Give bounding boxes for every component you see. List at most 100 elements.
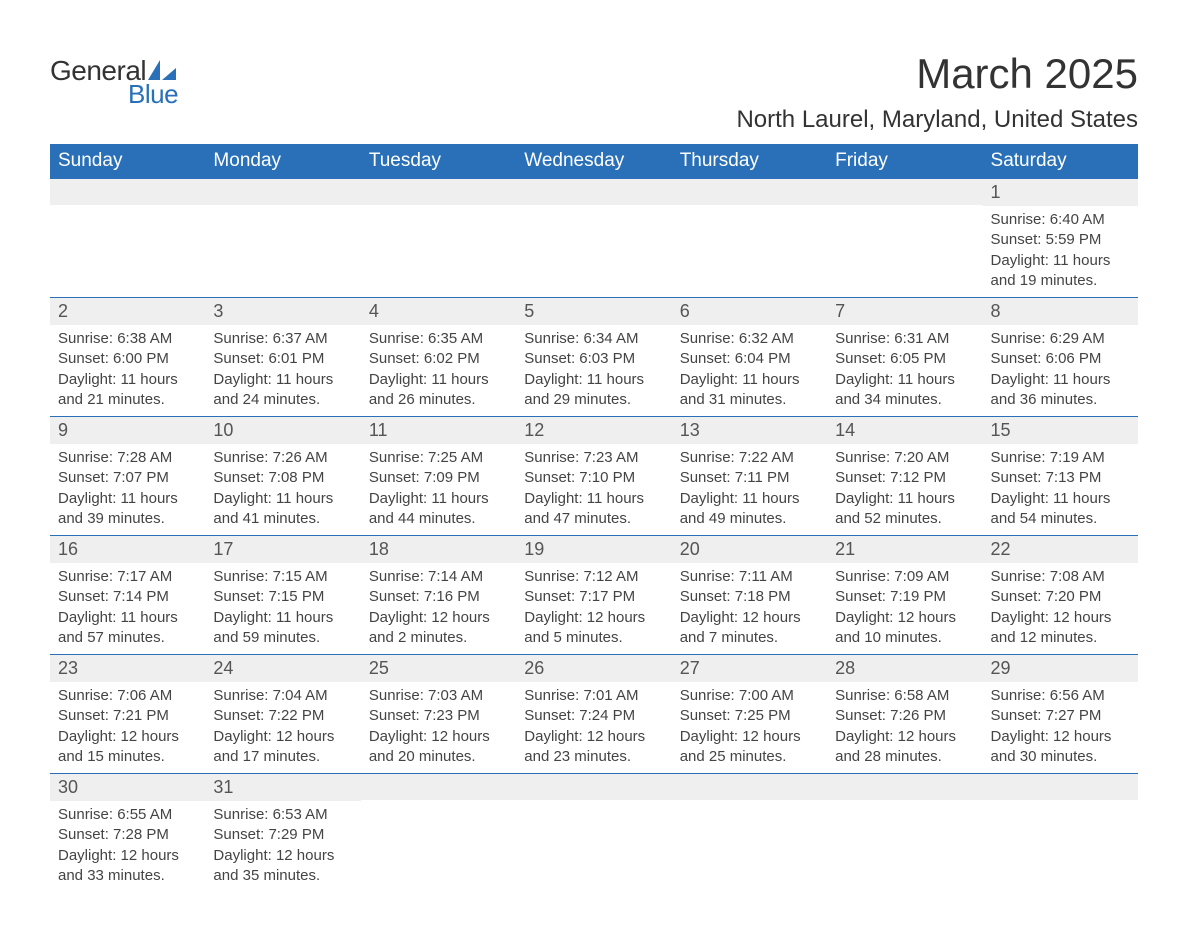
sunset-text: Sunset: 6:05 PM (835, 349, 974, 369)
calendar-cell: 30Sunrise: 6:55 AMSunset: 7:28 PMDayligh… (50, 774, 205, 893)
calendar-cell (827, 774, 982, 893)
sunrise-text: Sunrise: 7:23 AM (524, 448, 663, 468)
day-number: 23 (50, 655, 205, 682)
day-number: 21 (827, 536, 982, 563)
daylight-text: Daylight: 12 hours and 2 minutes. (369, 608, 508, 649)
calendar-cell: 3Sunrise: 6:37 AMSunset: 6:01 PMDaylight… (205, 298, 360, 417)
day-content: Sunrise: 7:12 AMSunset: 7:17 PMDaylight:… (516, 563, 671, 654)
daylight-text: Daylight: 12 hours and 30 minutes. (991, 727, 1130, 768)
day-content: Sunrise: 6:56 AMSunset: 7:27 PMDaylight:… (983, 682, 1138, 773)
weekday-header: Thursday (672, 144, 827, 179)
day-content: Sunrise: 7:20 AMSunset: 7:12 PMDaylight:… (827, 444, 982, 535)
calendar-cell: 17Sunrise: 7:15 AMSunset: 7:15 PMDayligh… (205, 536, 360, 655)
sunrise-text: Sunrise: 7:25 AM (369, 448, 508, 468)
calendar-cell: 9Sunrise: 7:28 AMSunset: 7:07 PMDaylight… (50, 417, 205, 536)
sunrise-text: Sunrise: 6:37 AM (213, 329, 352, 349)
sunset-text: Sunset: 6:00 PM (58, 349, 197, 369)
day-content: Sunrise: 7:03 AMSunset: 7:23 PMDaylight:… (361, 682, 516, 773)
sunrise-text: Sunrise: 6:31 AM (835, 329, 974, 349)
day-content: Sunrise: 7:25 AMSunset: 7:09 PMDaylight:… (361, 444, 516, 535)
empty-day-num (983, 774, 1138, 800)
sunrise-text: Sunrise: 7:01 AM (524, 686, 663, 706)
day-content: Sunrise: 6:53 AMSunset: 7:29 PMDaylight:… (205, 801, 360, 892)
calendar-cell: 18Sunrise: 7:14 AMSunset: 7:16 PMDayligh… (361, 536, 516, 655)
day-number: 29 (983, 655, 1138, 682)
calendar-cell: 19Sunrise: 7:12 AMSunset: 7:17 PMDayligh… (516, 536, 671, 655)
empty-day-num (361, 179, 516, 205)
calendar-cell (361, 774, 516, 893)
sunset-text: Sunset: 7:18 PM (680, 587, 819, 607)
daylight-text: Daylight: 12 hours and 23 minutes. (524, 727, 663, 768)
calendar-cell: 5Sunrise: 6:34 AMSunset: 6:03 PMDaylight… (516, 298, 671, 417)
calendar-cell (672, 179, 827, 298)
empty-day-num (672, 774, 827, 800)
daylight-text: Daylight: 11 hours and 54 minutes. (991, 489, 1130, 530)
sunset-text: Sunset: 7:21 PM (58, 706, 197, 726)
day-number: 8 (983, 298, 1138, 325)
day-number: 27 (672, 655, 827, 682)
sunrise-text: Sunrise: 7:00 AM (680, 686, 819, 706)
day-content: Sunrise: 6:37 AMSunset: 6:01 PMDaylight:… (205, 325, 360, 416)
day-content: Sunrise: 6:29 AMSunset: 6:06 PMDaylight:… (983, 325, 1138, 416)
day-number: 5 (516, 298, 671, 325)
daylight-text: Daylight: 12 hours and 12 minutes. (991, 608, 1130, 649)
calendar-cell: 25Sunrise: 7:03 AMSunset: 7:23 PMDayligh… (361, 655, 516, 774)
day-number: 18 (361, 536, 516, 563)
day-number: 17 (205, 536, 360, 563)
sunset-text: Sunset: 7:23 PM (369, 706, 508, 726)
calendar-cell: 1Sunrise: 6:40 AMSunset: 5:59 PMDaylight… (983, 179, 1138, 298)
daylight-text: Daylight: 12 hours and 5 minutes. (524, 608, 663, 649)
calendar-cell: 11Sunrise: 7:25 AMSunset: 7:09 PMDayligh… (361, 417, 516, 536)
day-content: Sunrise: 6:58 AMSunset: 7:26 PMDaylight:… (827, 682, 982, 773)
sunrise-text: Sunrise: 6:55 AM (58, 805, 197, 825)
calendar-cell: 26Sunrise: 7:01 AMSunset: 7:24 PMDayligh… (516, 655, 671, 774)
daylight-text: Daylight: 12 hours and 7 minutes. (680, 608, 819, 649)
sunset-text: Sunset: 7:14 PM (58, 587, 197, 607)
day-number: 16 (50, 536, 205, 563)
calendar-cell (672, 774, 827, 893)
sunrise-text: Sunrise: 7:22 AM (680, 448, 819, 468)
day-number: 2 (50, 298, 205, 325)
day-number: 7 (827, 298, 982, 325)
calendar-table: SundayMondayTuesdayWednesdayThursdayFrid… (50, 144, 1138, 892)
daylight-text: Daylight: 11 hours and 36 minutes. (991, 370, 1130, 411)
calendar-cell: 12Sunrise: 7:23 AMSunset: 7:10 PMDayligh… (516, 417, 671, 536)
weekday-header: Monday (205, 144, 360, 179)
sunset-text: Sunset: 6:03 PM (524, 349, 663, 369)
calendar-cell: 7Sunrise: 6:31 AMSunset: 6:05 PMDaylight… (827, 298, 982, 417)
daylight-text: Daylight: 11 hours and 41 minutes. (213, 489, 352, 530)
sunrise-text: Sunrise: 7:14 AM (369, 567, 508, 587)
sunrise-text: Sunrise: 7:20 AM (835, 448, 974, 468)
sunrise-text: Sunrise: 7:09 AM (835, 567, 974, 587)
calendar-cell: 21Sunrise: 7:09 AMSunset: 7:19 PMDayligh… (827, 536, 982, 655)
sunset-text: Sunset: 7:10 PM (524, 468, 663, 488)
empty-day-num (516, 179, 671, 205)
calendar-cell (50, 179, 205, 298)
calendar-cell: 20Sunrise: 7:11 AMSunset: 7:18 PMDayligh… (672, 536, 827, 655)
sunrise-text: Sunrise: 7:26 AM (213, 448, 352, 468)
sunset-text: Sunset: 7:20 PM (991, 587, 1130, 607)
calendar-cell: 2Sunrise: 6:38 AMSunset: 6:00 PMDaylight… (50, 298, 205, 417)
daylight-text: Daylight: 11 hours and 21 minutes. (58, 370, 197, 411)
day-number: 3 (205, 298, 360, 325)
daylight-text: Daylight: 12 hours and 20 minutes. (369, 727, 508, 768)
calendar-cell: 28Sunrise: 6:58 AMSunset: 7:26 PMDayligh… (827, 655, 982, 774)
daylight-text: Daylight: 11 hours and 31 minutes. (680, 370, 819, 411)
sunrise-text: Sunrise: 6:58 AM (835, 686, 974, 706)
sunset-text: Sunset: 6:06 PM (991, 349, 1130, 369)
calendar-cell: 27Sunrise: 7:00 AMSunset: 7:25 PMDayligh… (672, 655, 827, 774)
daylight-text: Daylight: 11 hours and 39 minutes. (58, 489, 197, 530)
logo-text-blue: Blue (128, 79, 178, 110)
daylight-text: Daylight: 11 hours and 49 minutes. (680, 489, 819, 530)
calendar-cell (516, 774, 671, 893)
empty-day-num (205, 179, 360, 205)
sunrise-text: Sunrise: 7:11 AM (680, 567, 819, 587)
day-number: 19 (516, 536, 671, 563)
calendar-cell: 16Sunrise: 7:17 AMSunset: 7:14 PMDayligh… (50, 536, 205, 655)
day-content: Sunrise: 7:09 AMSunset: 7:19 PMDaylight:… (827, 563, 982, 654)
calendar-cell: 15Sunrise: 7:19 AMSunset: 7:13 PMDayligh… (983, 417, 1138, 536)
sunrise-text: Sunrise: 7:12 AM (524, 567, 663, 587)
empty-day-num (50, 179, 205, 205)
day-number: 13 (672, 417, 827, 444)
month-title: March 2025 (736, 50, 1138, 98)
